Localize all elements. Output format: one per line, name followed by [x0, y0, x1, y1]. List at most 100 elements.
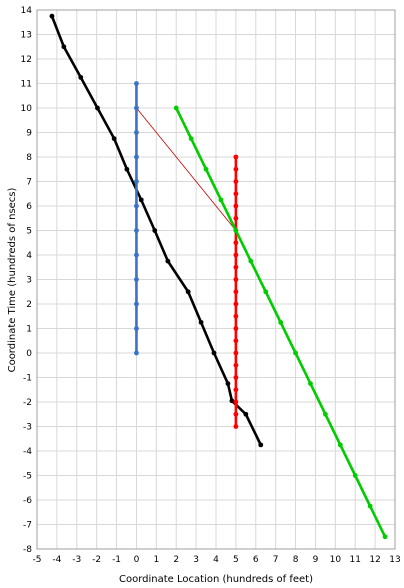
- data-point: [134, 179, 139, 184]
- data-point: [134, 228, 139, 233]
- series-layer: [49, 13, 388, 540]
- data-point: [134, 203, 139, 209]
- data-point: [134, 154, 139, 160]
- data-point: [233, 411, 239, 417]
- data-point: [233, 338, 239, 344]
- data-point: [248, 258, 254, 264]
- x-tick-label: 11: [349, 555, 360, 565]
- data-point: [95, 105, 100, 111]
- y-tick-label: -5: [23, 472, 32, 482]
- data-point: [173, 105, 179, 111]
- data-point: [263, 289, 269, 295]
- x-tick-label: -2: [92, 555, 101, 565]
- data-point: [233, 387, 239, 393]
- series-0: [49, 13, 264, 448]
- series-1: [134, 81, 139, 356]
- series-line: [50, 15, 262, 446]
- y-tick-label: 1: [26, 325, 32, 335]
- data-point: [293, 350, 298, 356]
- series-4: [136, 107, 237, 231]
- data-point: [111, 136, 117, 142]
- y-tick-label: 5: [26, 227, 32, 237]
- data-point: [138, 197, 144, 203]
- x-tick-label: 4: [213, 555, 219, 565]
- x-tick-label: 0: [134, 555, 140, 565]
- x-tick-label: 10: [330, 555, 342, 565]
- x-tick-label: -5: [33, 555, 42, 565]
- series-3: [173, 105, 388, 540]
- y-tick-label: 12: [21, 55, 32, 65]
- data-point: [211, 350, 217, 356]
- y-tick-label: -7: [23, 521, 32, 531]
- series-line: [136, 107, 237, 231]
- plot-frame: [36, 9, 396, 550]
- data-point: [233, 179, 239, 184]
- data-point: [185, 289, 191, 295]
- data-point: [258, 442, 264, 448]
- x-tick-label: -4: [52, 555, 61, 565]
- x-tick-label: 2: [173, 555, 179, 565]
- data-point: [218, 197, 224, 203]
- x-tick-label: 1: [153, 555, 159, 565]
- data-point: [233, 362, 239, 368]
- data-point: [322, 411, 328, 417]
- data-point: [203, 166, 209, 172]
- y-tick-label: -3: [23, 423, 32, 433]
- data-point: [278, 319, 284, 325]
- x-tick-label: 12: [369, 555, 380, 565]
- data-point: [134, 326, 139, 331]
- y-tick-label: 13: [21, 31, 32, 41]
- y-tick-label: 0: [26, 349, 32, 359]
- data-point: [233, 203, 239, 209]
- y-tick-label: 3: [26, 276, 32, 286]
- y-tick-label: 10: [21, 104, 33, 114]
- data-point: [225, 381, 231, 387]
- data-point: [382, 534, 388, 540]
- data-point: [233, 313, 239, 319]
- data-point: [124, 166, 130, 172]
- data-point: [233, 326, 239, 331]
- y-tick-label: -8: [23, 545, 32, 555]
- y-tick-label: -4: [23, 447, 32, 457]
- y-tick-label: -1: [23, 374, 32, 384]
- y-tick-label: 4: [26, 251, 32, 261]
- data-point: [233, 277, 239, 282]
- y-tick-label: 7: [26, 178, 32, 188]
- y-tick-label: 11: [21, 80, 32, 90]
- data-point: [233, 166, 239, 172]
- data-point: [233, 399, 239, 405]
- x-tick-label: -1: [112, 555, 121, 565]
- x-tick-label: 5: [233, 555, 239, 565]
- y-tick-label: 14: [21, 6, 33, 16]
- series-2: [233, 154, 239, 429]
- data-point: [165, 258, 171, 264]
- data-point: [134, 81, 139, 86]
- data-point: [233, 424, 239, 429]
- y-tick-label: 2: [26, 300, 32, 310]
- data-point: [233, 375, 239, 380]
- x-tick-label: 13: [389, 555, 400, 565]
- x-axis-label: Coordinate Location (hundreds of feet): [119, 574, 313, 585]
- y-axis-label: Coordinate Time (hundreds of nsecs): [7, 187, 18, 372]
- data-point: [134, 252, 139, 258]
- data-point: [337, 442, 343, 448]
- y-tick-label: -2: [23, 398, 32, 408]
- data-point: [188, 136, 194, 142]
- x-tick-label: 3: [193, 555, 199, 565]
- data-point: [233, 264, 239, 270]
- x-tick-label: 7: [273, 555, 279, 565]
- y-tick-label: 8: [26, 153, 32, 163]
- x-tick-label: 9: [313, 555, 319, 565]
- data-point: [352, 473, 358, 478]
- y-tick-label: 9: [26, 129, 32, 139]
- data-point: [134, 350, 139, 356]
- data-point: [49, 13, 55, 19]
- data-point: [152, 228, 158, 233]
- x-tick-label: 6: [253, 555, 259, 565]
- data-point: [233, 228, 239, 233]
- data-point: [134, 130, 139, 135]
- y-tick-label: -6: [23, 496, 32, 506]
- data-point: [233, 191, 239, 197]
